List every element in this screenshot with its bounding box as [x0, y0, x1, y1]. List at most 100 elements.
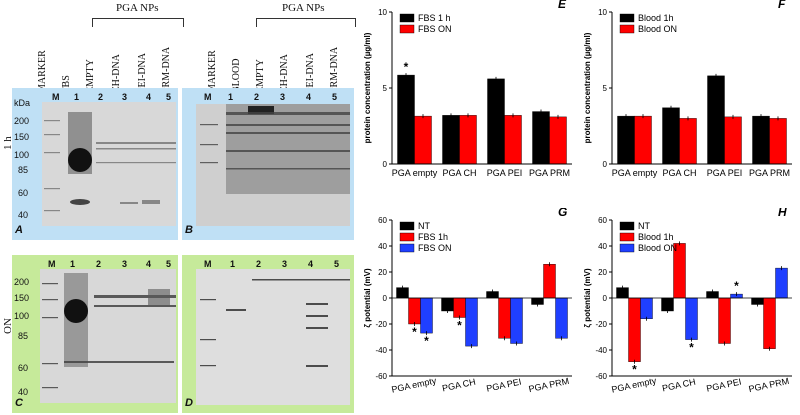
y-tick-label: 0	[383, 160, 388, 169]
y-tick-label: 40	[598, 242, 607, 251]
legend-swatch	[399, 243, 415, 253]
gel-panel-d: M 1 2 3 4 5 D	[182, 255, 354, 413]
bar-blood-on-2	[724, 116, 742, 165]
y-tick-label: 20	[598, 268, 607, 277]
category-label: PGA empty	[391, 375, 438, 394]
lane-5-d: 5	[334, 259, 340, 269]
bar-fbs-1h-3	[543, 264, 556, 299]
panel-letter-b: B	[185, 224, 193, 236]
legend-label: FBS 1h	[418, 232, 448, 242]
chart-g-plot: G -60 -40 -20 0 20 40 60 ζ potential (mV) PGA emp…	[363, 208, 572, 395]
bar-blood-1h-2	[707, 75, 725, 165]
lane-4-a: 4	[146, 92, 152, 102]
marker-100-c: 100	[14, 311, 30, 321]
y-axis-label: ζ potential (mV)	[363, 268, 372, 328]
y-tick-label: -60	[595, 372, 607, 381]
lane-3-b: 3	[280, 92, 286, 102]
chart-panel-letter: F	[778, 0, 786, 11]
marker-150-a: 150	[14, 132, 30, 142]
significance-star: *	[689, 341, 694, 355]
header-marker-right: MARKER	[207, 50, 218, 93]
lane-4-b: 4	[306, 92, 312, 102]
pga-bracket-left	[92, 18, 184, 27]
legend-label: Blood 1h	[638, 232, 674, 242]
header-marker-left: MARKER	[37, 50, 48, 93]
lane-1-c: 1	[70, 259, 76, 269]
lane-2-b: 2	[254, 92, 260, 102]
marker-85-a: 85	[18, 165, 29, 175]
y-axis-label: ζ potential (mV)	[583, 268, 592, 328]
y-tick-label: -60	[375, 372, 387, 381]
category-label: PGA empty	[392, 168, 438, 178]
significance-star: *	[424, 334, 429, 348]
category-label: PGA PRM	[748, 376, 790, 394]
bar-fbs-1h-1	[453, 297, 466, 318]
significance-star: *	[632, 363, 637, 377]
bar-blood-1h-0	[628, 297, 641, 362]
bar-fbs-1h-0	[408, 297, 421, 325]
category-label: PGA PEI	[485, 376, 522, 393]
lane-3-a: 3	[122, 92, 128, 102]
bar-fbs-on-3	[549, 116, 567, 165]
y-tick-label: -40	[375, 346, 387, 355]
lane-5-b: 5	[332, 92, 338, 102]
lane-1-b: 1	[228, 92, 234, 102]
bar-fbs-on-2	[504, 115, 522, 165]
bar-fbs-1-h-2	[487, 78, 505, 165]
legend-swatch	[619, 13, 635, 23]
chart-panel-letter: G	[558, 208, 567, 219]
legend-label: Blood ON	[638, 243, 677, 253]
bar-blood-on-0	[640, 297, 653, 319]
y-tick-label: -20	[595, 320, 607, 329]
legend-label: FBS ON	[418, 243, 452, 253]
bar-fbs-on-0	[414, 115, 432, 165]
bar-blood-1h-1	[662, 107, 680, 165]
legend-swatch	[619, 24, 635, 34]
bar-blood-on-3	[775, 267, 788, 299]
lane-3-c: 3	[122, 259, 128, 269]
significance-star: *	[457, 319, 462, 333]
header-prm-dna-right: PRM-DNA	[329, 46, 340, 93]
legend-label: NT	[418, 221, 430, 231]
y-tick-label: -40	[595, 346, 607, 355]
gel-c-membrane	[40, 269, 176, 403]
bar-fbs-on-2	[510, 297, 523, 344]
y-axis-label: protein concentration (µg/ml)	[583, 32, 592, 143]
lane-3-d: 3	[282, 259, 288, 269]
gel-a-membrane	[42, 102, 176, 226]
y-tick-label: 5	[383, 84, 388, 93]
header-pei-dna-left: PEI-DNA	[137, 53, 148, 93]
marker-40-a: 40	[18, 210, 29, 220]
marker-60-c: 60	[18, 363, 29, 373]
bar-blood-on-3	[769, 118, 787, 165]
lane-m-a: M	[52, 92, 60, 102]
header-prm-dna-left: PRM-DNA	[161, 46, 172, 93]
panel-letter-c: C	[15, 397, 23, 409]
lane-2-a: 2	[98, 92, 104, 102]
legend-swatch	[399, 232, 415, 242]
chart-h-zeta-blood: H -60 -40 -20 0 20 40 60 ζ potential (mV) PGA emp…	[583, 208, 792, 395]
gel-panel-b: M 1 2 3 4 5 200 B	[182, 88, 354, 240]
y-tick-label: 0	[603, 160, 608, 169]
y-tick-label: 40	[378, 242, 387, 251]
chart-h-plot: H -60 -40 -20 0 20 40 60 ζ potential (mV) PGA emp…	[583, 208, 792, 395]
bar-fbs-1h-2	[498, 297, 511, 339]
lane-5-a: 5	[166, 92, 172, 102]
bar-blood-1h-3	[763, 297, 776, 349]
y-tick-label: 60	[598, 216, 607, 225]
bar-blood-1h-2	[718, 297, 731, 344]
lane-4-c: 4	[146, 259, 152, 269]
kda-label-a: kDa	[14, 98, 31, 108]
lane-5-c: 5	[166, 259, 172, 269]
y-axis-label: protein concentration (µg/ml)	[363, 32, 372, 143]
category-label: PGA PEI	[705, 376, 742, 393]
chart-g-zeta-fbs: G -60 -40 -20 0 20 40 60 ζ potential (mV) PGA emp…	[363, 208, 572, 395]
significance-star: *	[404, 60, 409, 74]
y-tick-label: 10	[378, 8, 387, 17]
bar-fbs-on-1	[465, 297, 478, 347]
y-tick-label: 60	[378, 216, 387, 225]
legend-swatch	[619, 232, 635, 242]
category-label: PGA CH	[442, 168, 476, 178]
legend-label: FBS 1 h	[418, 13, 451, 23]
chart-panel-letter: H	[778, 208, 787, 219]
